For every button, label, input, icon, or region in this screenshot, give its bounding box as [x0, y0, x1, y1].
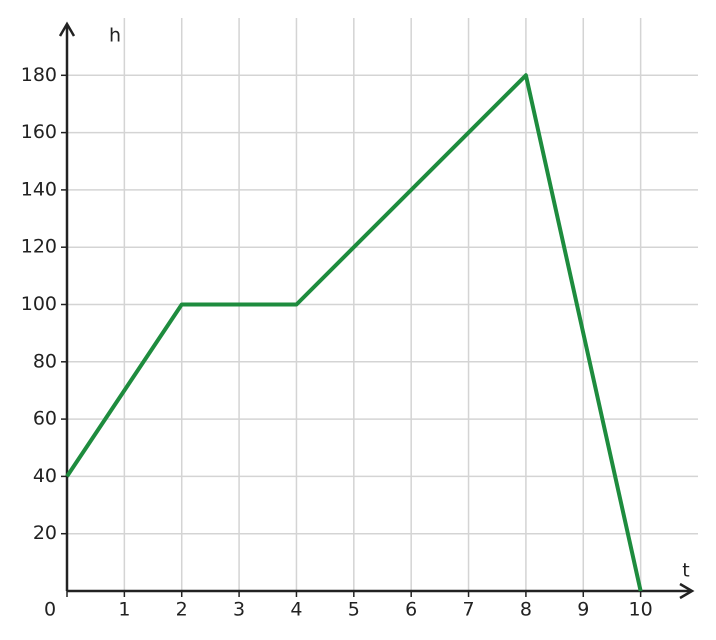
x-tick-label: 3 [233, 599, 245, 621]
x-tick-label: 2 [176, 599, 188, 621]
x-tick-label: 6 [405, 599, 417, 621]
y-tick-label: 140 [21, 178, 57, 200]
x-tick-label: 5 [348, 599, 360, 621]
y-tick-label: 60 [33, 408, 57, 430]
x-tick-label: 8 [520, 599, 532, 621]
y-tick-label: 120 [21, 236, 57, 258]
y-tick-label: 20 [33, 522, 57, 544]
x-tick-label: 4 [290, 599, 302, 621]
x-tick-label: 9 [577, 599, 589, 621]
y-tick-label: 80 [33, 350, 57, 372]
x-tick-label: 0 [44, 599, 56, 621]
y-tick-label: 160 [21, 121, 57, 143]
y-tick-label: 180 [21, 64, 57, 86]
x-axis-arrow [679, 582, 695, 600]
y-axis-label: h [109, 25, 121, 47]
x-tick-label: 7 [462, 599, 474, 621]
x-tick-label: 1 [118, 599, 130, 621]
x-tick-label: 10 [629, 599, 653, 621]
y-tick-label: 40 [33, 465, 57, 487]
x-axis-label: t [682, 560, 689, 582]
y-axis-arrow [58, 21, 76, 37]
y-tick-label: 100 [21, 293, 57, 315]
data-line [65, 73, 643, 592]
